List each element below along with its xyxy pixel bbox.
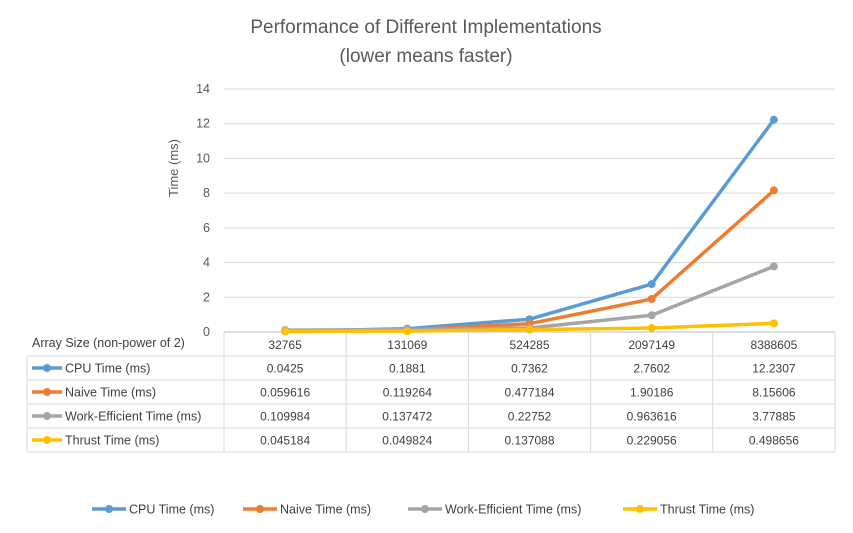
data-point — [525, 325, 534, 334]
legend-marker — [256, 505, 264, 513]
y-tick-label: 0 — [203, 325, 210, 339]
table-legend-marker — [43, 412, 51, 420]
chart-title-line2: (lower means faster) — [339, 46, 512, 67]
data-point — [647, 311, 656, 320]
legend-label: Thrust Time (ms) — [660, 503, 754, 517]
table-cell: 0.119264 — [383, 386, 432, 400]
data-point — [403, 327, 412, 336]
y-tick-label: 12 — [196, 117, 210, 131]
legend-label: Work-Efficient Time (ms) — [445, 503, 581, 517]
table-cell: 0.22752 — [508, 410, 552, 424]
y-tick-label: 4 — [203, 256, 210, 270]
y-tick-label: 10 — [196, 151, 210, 165]
table-row-header: Naive Time (ms) — [65, 386, 156, 400]
table-cell: 0.137088 — [504, 434, 554, 448]
data-point — [647, 280, 656, 289]
x-axis-title: Array Size (non-power of 2) — [32, 336, 185, 350]
table-cell: 0.229056 — [627, 434, 677, 448]
table-cell: 0.477184 — [504, 386, 554, 400]
data-point — [281, 327, 290, 336]
y-tick-label: 8 — [203, 186, 210, 200]
legend-marker — [105, 505, 113, 513]
table-cell: 0.1881 — [389, 362, 426, 376]
legend-marker — [421, 505, 429, 513]
table-cell: 0.049824 — [382, 434, 432, 448]
table-row-header: Thrust Time (ms) — [65, 434, 159, 448]
y-tick-label: 14 — [196, 82, 210, 96]
table-cell: 8.15606 — [752, 386, 796, 400]
table-cell: 0.0425 — [267, 362, 304, 376]
category-label: 524285 — [509, 338, 549, 352]
table-cell: 0.137472 — [382, 410, 432, 424]
category-label: 32765 — [268, 338, 302, 352]
category-label: 2097149 — [628, 338, 675, 352]
table-cell: 0.045184 — [260, 434, 310, 448]
table-cell: 0.963616 — [627, 410, 677, 424]
table-cell: 0.7362 — [511, 362, 548, 376]
table-row-header: CPU Time (ms) — [65, 362, 150, 376]
data-table: 32765 131069 524285 2097149 8388605 CPU Time … — [26, 332, 836, 453]
table-cell: 0.498656 — [749, 434, 799, 448]
table-cell: 0.109984 — [260, 410, 310, 424]
legend: CPU Time (ms) Naive Time (ms) Work-Efficie… — [92, 503, 754, 517]
series-line — [283, 188, 776, 333]
table-cell: 3.77885 — [752, 410, 796, 424]
table-cell: 12.2307 — [752, 362, 796, 376]
y-tick-label: 2 — [203, 290, 210, 304]
table-legend-marker — [43, 388, 51, 396]
series-lines — [281, 115, 778, 336]
chart-title-line1: Performance of Different Implementations — [250, 17, 601, 38]
data-point — [769, 319, 778, 328]
y-tick-labels: 0 2 4 6 8 10 12 14 — [196, 82, 210, 339]
table-legend-marker — [43, 364, 51, 372]
y-tick-label: 6 — [203, 221, 210, 235]
data-point — [769, 186, 778, 195]
data-point — [647, 324, 656, 333]
table-cell: 1.90186 — [630, 386, 674, 400]
series-line — [283, 117, 776, 334]
data-point — [647, 294, 656, 303]
data-point — [769, 115, 778, 124]
table-cell: 0.059616 — [260, 386, 310, 400]
table-legend-marker — [43, 436, 51, 444]
legend-label: CPU Time (ms) — [129, 503, 214, 517]
legend-marker — [636, 505, 644, 513]
table-row-header: Work-Efficient Time (ms) — [65, 410, 201, 424]
gridlines — [224, 88, 835, 333]
legend-label: Naive Time (ms) — [280, 503, 371, 517]
category-label: 8388605 — [751, 338, 798, 352]
y-axis-title: Time (ms) — [166, 139, 181, 197]
category-label: 131069 — [387, 338, 427, 352]
table-cell: 2.7602 — [633, 362, 670, 376]
data-point — [769, 262, 778, 271]
